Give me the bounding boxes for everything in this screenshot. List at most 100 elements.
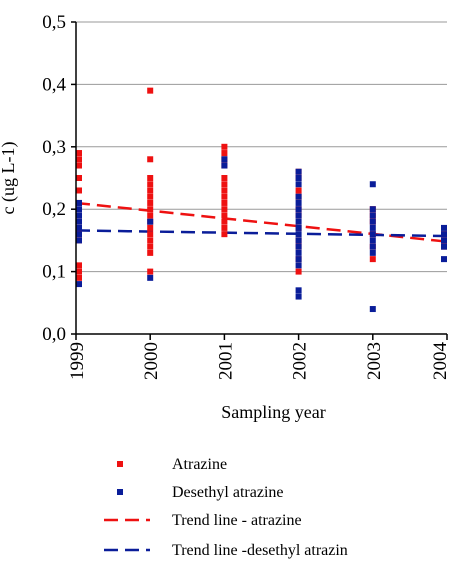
atrazine-point [147, 231, 154, 238]
atrazine-point [147, 206, 154, 213]
atrazine-point [76, 268, 82, 275]
legend-label-atrazine: Atrazine [172, 456, 227, 473]
desethyl-atrazine-point [369, 212, 376, 219]
legend-label-trend-desethyl: Trend line -desethyl atrazin [172, 542, 348, 559]
legend-swatch-desethyl-atrazine [117, 489, 123, 495]
desethyl-atrazine-point [295, 193, 302, 200]
data-points [76, 87, 447, 313]
desethyl-atrazine-point [295, 287, 302, 294]
atrazine-point [147, 87, 154, 94]
desethyl-atrazine-point [295, 218, 302, 225]
atrazine-point [147, 243, 154, 250]
atrazine-point [221, 212, 228, 219]
atrazine-point [221, 150, 228, 157]
desethyl-atrazine-point [295, 293, 302, 300]
x-axis-title: Sampling year [221, 402, 325, 422]
atrazine-point [147, 187, 154, 194]
desethyl-atrazine-point [76, 237, 82, 244]
desethyl-atrazine-point [441, 224, 447, 231]
desethyl-atrazine-point [369, 243, 376, 250]
atrazine-point [221, 181, 228, 188]
desethyl-atrazine-point [76, 199, 82, 206]
desethyl-atrazine-point [369, 206, 376, 213]
atrazine-point [147, 181, 154, 188]
atrazine-point [369, 256, 376, 263]
atrazine-point [76, 187, 82, 194]
x-tick-label: 2004 [430, 342, 451, 381]
legend-label-trend-atrazine: Trend line - atrazine [172, 512, 302, 529]
legend-item-atrazine: Atrazine [117, 456, 227, 473]
atrazine-point [147, 175, 154, 181]
y-tick-label: 0,0 [42, 324, 66, 345]
desethyl-atrazine-point [147, 274, 154, 281]
desethyl-atrazine-point [221, 156, 228, 163]
desethyl-atrazine-point [295, 175, 302, 181]
x-tick-label: 2003 [364, 342, 385, 380]
y-tick-label: 0,4 [42, 74, 66, 95]
desethyl-atrazine-point [76, 231, 82, 238]
atrazine-point [147, 199, 154, 206]
atrazine-point [147, 212, 154, 219]
desethyl-atrazine-point [369, 306, 376, 313]
legend-item-trend-desethyl: Trend line -desethyl atrazin [104, 542, 348, 559]
desethyl-atrazine-point [369, 249, 376, 256]
desethyl-atrazine-point [76, 206, 82, 213]
atrazine-point [76, 175, 82, 181]
x-tick-label: 2001 [215, 342, 236, 380]
y-tick-labels: 0,0 0,1 0,2 0,3 0,4 0,5 [42, 12, 66, 345]
desethyl-atrazine-point [147, 218, 154, 225]
atrazine-point [76, 274, 82, 281]
atrazine-point [76, 162, 82, 169]
atrazine-point [147, 193, 154, 200]
desethyl-atrazine-point [295, 212, 302, 219]
desethyl-atrazine-point [221, 162, 228, 169]
legend-swatch-atrazine [117, 461, 123, 467]
desethyl-atrazine-point [369, 237, 376, 244]
atrazine-point [76, 156, 82, 163]
atrazine-point [147, 237, 154, 244]
atrazine-point [147, 249, 154, 256]
atrazine-point [221, 206, 228, 213]
y-tick-label: 0,5 [42, 12, 66, 33]
desethyl-atrazine-point [76, 281, 82, 288]
atrazine-point [221, 175, 228, 181]
x-tick-label: 2002 [290, 342, 311, 380]
axes [71, 21, 448, 340]
desethyl-atrazine-point [295, 206, 302, 213]
atrazine-point [221, 187, 228, 194]
y-tick-label: 0,2 [42, 199, 66, 220]
atrazine-point [221, 199, 228, 206]
atrazine-point [221, 231, 228, 238]
atrazine-point [295, 268, 302, 275]
desethyl-atrazine-point [295, 249, 302, 256]
atrazine-point [76, 262, 82, 269]
desethyl-atrazine-point [441, 256, 447, 263]
x-tick-label: 2000 [141, 342, 162, 380]
atrazine-point [295, 187, 302, 194]
desethyl-atrazine-point [369, 218, 376, 225]
desethyl-atrazine-point [369, 181, 376, 188]
y-axis-title: c (ug L-1) [0, 142, 19, 215]
legend-item-desethyl-atrazine: Desethyl atrazine [117, 484, 284, 501]
atrazine-point [221, 193, 228, 200]
desethyl-atrazine-point [295, 199, 302, 206]
x-tick-label: 1999 [67, 342, 88, 380]
desethyl-atrazine-point [295, 237, 302, 244]
atrazine-point [147, 224, 154, 231]
desethyl-atrazine-point [76, 212, 82, 219]
desethyl-atrazine-point [76, 218, 82, 225]
desethyl-atrazine-point [369, 224, 376, 231]
legend: Atrazine Desethyl atrazine Trend line - … [104, 456, 348, 559]
desethyl-atrazine-point [295, 231, 302, 238]
desethyl-atrazine-point [295, 243, 302, 250]
grid-lines [76, 21, 447, 273]
desethyl-atrazine-point [295, 256, 302, 263]
atrazine-point [147, 156, 154, 163]
y-tick-label: 0,1 [42, 262, 66, 283]
desethyl-atrazine-point [441, 237, 447, 244]
atrazine-point [221, 143, 228, 150]
desethyl-atrazine-point [441, 231, 447, 238]
legend-item-trend-atrazine: Trend line - atrazine [104, 512, 302, 529]
desethyl-atrazine-point [441, 243, 447, 250]
